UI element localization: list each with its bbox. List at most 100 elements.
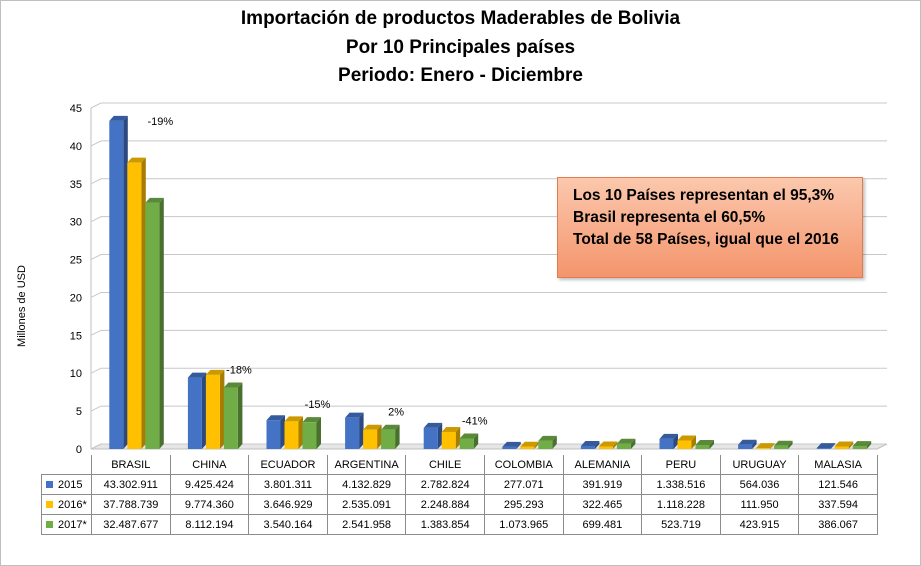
table-cell: 121.546 (798, 474, 878, 495)
chart-subtitle: Por 10 Principales países (345, 37, 576, 58)
category-label: ALEMANIA (562, 455, 643, 475)
bar-side (141, 157, 146, 450)
bar (834, 446, 849, 449)
bar-top (774, 440, 793, 446)
bar-top (502, 441, 521, 447)
bar (598, 446, 613, 449)
bar-top (598, 441, 618, 447)
y-tick-label: 30 (70, 217, 82, 229)
bar (302, 422, 317, 449)
summary-note: Los 10 Países representan el 95,3% Brasi… (557, 177, 863, 278)
bar-side (788, 440, 793, 449)
legend-swatch (46, 501, 53, 509)
bar-top (345, 412, 364, 418)
table-cell: 1.383.854 (405, 514, 485, 535)
bar-side (866, 441, 872, 449)
category-label: ARGENTINA (326, 455, 407, 475)
bar-top (659, 433, 678, 439)
bar-top (441, 426, 461, 432)
category-label: CHILE (405, 455, 485, 475)
bar-side (437, 422, 443, 449)
table-cell: 564.036 (719, 474, 800, 495)
bar-top (223, 382, 243, 388)
bar-side (673, 433, 678, 449)
change-annotation: -18% (226, 365, 252, 377)
bar-side (395, 424, 400, 449)
category-label: CHINA (169, 455, 250, 475)
series-name: 2016* (58, 498, 87, 511)
y-tick-label: 0 (76, 444, 82, 456)
table-row: 2016* 37.788.739 9.774.360 3.646.929 2.535.0… (41, 494, 878, 515)
table-cell: 2.248.884 (405, 494, 485, 515)
table-cell: 37.788.739 (91, 494, 171, 515)
bar (852, 446, 867, 449)
bar-top (852, 441, 872, 447)
bar-top (109, 115, 128, 121)
bar-side (473, 433, 479, 449)
bar-top (205, 369, 225, 375)
bar-side (630, 438, 636, 449)
gridline (90, 102, 887, 109)
gridline (90, 367, 887, 374)
bar-side (691, 435, 696, 449)
gridline (90, 291, 887, 298)
table-cell: 3.540.164 (248, 514, 328, 535)
bar (441, 431, 456, 449)
bar (145, 202, 160, 449)
series-legend: 2016* (41, 494, 92, 515)
note-line-3: Total de 58 Países, igual que el 2016 (573, 231, 839, 248)
category-label: MALASIA (798, 455, 878, 475)
legend-swatch (46, 521, 53, 529)
chart-period: Periodo: Enero - Diciembre (338, 65, 583, 86)
bar-side (594, 441, 600, 449)
series-name: 2015 (58, 478, 83, 491)
table-cell: 9.774.360 (169, 494, 250, 515)
change-annotation: -41% (462, 416, 488, 428)
table-cell: 1.073.965 (483, 514, 564, 535)
bar (459, 438, 474, 449)
table-cell: 322.465 (562, 494, 643, 515)
table-cell: 423.915 (719, 514, 800, 535)
table-row: 2015 43.302.911 9.425.424 3.801.311 4.132.82… (41, 474, 878, 495)
gridline (90, 405, 887, 412)
bar-top (284, 416, 303, 422)
bar-top (677, 435, 696, 441)
bar-side (123, 115, 128, 449)
table-cell: 386.067 (798, 514, 878, 535)
legend-swatch (46, 481, 53, 489)
bar (580, 446, 595, 449)
bar (659, 438, 674, 449)
y-tick-label: 40 (70, 141, 82, 153)
y-tick-label: 45 (70, 103, 82, 115)
bar-side (770, 443, 775, 449)
y-tick-label: 5 (76, 406, 82, 418)
bar (127, 162, 142, 450)
table-cell: 2.535.091 (326, 494, 407, 515)
bar-top (363, 424, 382, 430)
bar-side (552, 435, 557, 449)
y-tick-label: 25 (70, 255, 82, 267)
note-line-1: Los 10 Países representan el 95,3% (573, 187, 835, 204)
chart-title: Importación de productos Maderables de B… (240, 8, 681, 29)
bar-top (520, 441, 539, 447)
table-cell: 43.302.911 (91, 474, 171, 495)
bar-side (516, 441, 521, 449)
table-cell: 699.481 (562, 514, 643, 535)
bar-top (266, 415, 285, 421)
bar-top (381, 424, 400, 430)
table-cell: 277.071 (483, 474, 564, 495)
bar-side (709, 440, 714, 449)
bar (423, 427, 438, 449)
bar (677, 440, 692, 449)
note-line-2: Brasil representa el 60,5% (573, 209, 766, 226)
bar-top (580, 441, 600, 447)
bar-side (377, 424, 382, 449)
bar (816, 448, 831, 449)
table-cell: 32.487.677 (91, 514, 171, 535)
bar-top (302, 417, 321, 423)
series-name: 2017* (58, 518, 87, 531)
bar-top (756, 443, 775, 449)
bar-top (187, 372, 207, 378)
bar-side (316, 417, 321, 449)
